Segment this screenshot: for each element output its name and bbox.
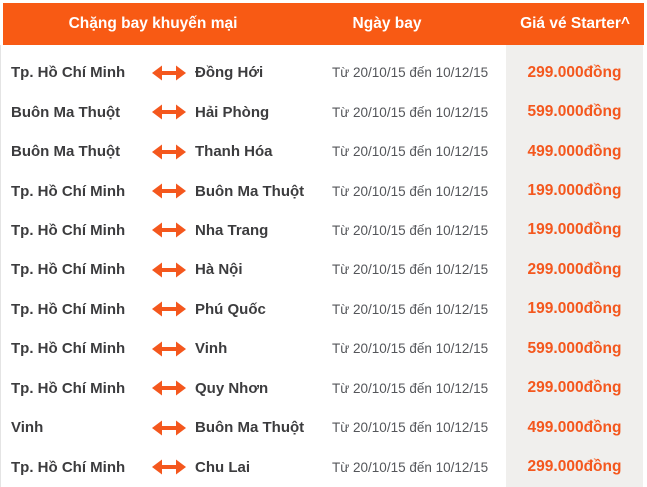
column-header-route: Chặng bay khuyến mại [68, 15, 238, 32]
origin-city: Tp. Hồ Chí Minh [11, 300, 126, 318]
table-row[interactable]: Buôn Ma Thuột Thanh Hóa Từ 20/10/15 đến … [0, 132, 647, 171]
travel-dates: Từ 20/10/15 đến 10/12/15 [332, 222, 489, 238]
travel-dates: Từ 20/10/15 đến 10/12/15 [332, 380, 489, 396]
fare-price: 199.000đồng [527, 221, 622, 239]
fare-price: 599.000đồng [527, 103, 622, 121]
table-left-border [0, 45, 1, 487]
origin-city: Tp. Hồ Chí Minh [11, 340, 126, 358]
origin-city: Tp. Hồ Chí Minh [11, 261, 126, 279]
destination-city: Quy Nhơn [195, 379, 269, 397]
table-row[interactable]: Tp. Hồ Chí Minh Đồng Hới Từ 20/10/15 đến… [0, 53, 647, 92]
travel-dates: Từ 20/10/15 đến 10/12/15 [332, 144, 489, 160]
destination-city: Thanh Hóa [195, 143, 273, 161]
origin-city: Tp. Hồ Chí Minh [11, 64, 126, 82]
destination-city: Buôn Ma Thuột [195, 182, 305, 200]
double-arrow-icon [145, 144, 192, 160]
travel-dates: Từ 20/10/15 đến 10/12/15 [332, 459, 489, 475]
fare-price: 199.000đồng [527, 300, 622, 318]
destination-city: Đồng Hới [195, 64, 264, 82]
table-row[interactable]: Buôn Ma Thuột Hải Phòng Từ 20/10/15 đến … [0, 92, 647, 131]
double-arrow-icon [145, 104, 192, 120]
travel-dates: Từ 20/10/15 đến 10/12/15 [332, 341, 489, 357]
table-row[interactable]: Tp. Hồ Chí Minh Vinh Từ 20/10/15 đến 10/… [0, 329, 647, 368]
double-arrow-icon [145, 222, 192, 238]
destination-city: Chu Lai [195, 458, 250, 476]
travel-dates: Từ 20/10/15 đến 10/12/15 [332, 183, 489, 199]
fare-price: 299.000đồng [527, 458, 622, 476]
table-row[interactable]: Tp. Hồ Chí Minh Chu Lai Từ 20/10/15 đến … [0, 447, 647, 486]
double-arrow-icon [145, 420, 192, 436]
origin-city: Tp. Hồ Chí Minh [11, 379, 126, 397]
fare-price: 299.000đồng [527, 379, 622, 397]
destination-city: Vinh [195, 340, 228, 358]
column-header-dates: Ngày bay [352, 15, 422, 32]
table-row[interactable]: Tp. Hồ Chí Minh Quy Nhơn Từ 20/10/15 đến… [0, 369, 647, 408]
fare-price: 299.000đồng [527, 260, 622, 278]
double-arrow-icon [145, 262, 192, 278]
column-header-price: Giá vé Starter^ [520, 15, 630, 32]
double-arrow-icon [145, 459, 192, 475]
double-arrow-icon [145, 380, 192, 396]
table-row[interactable]: Tp. Hồ Chí Minh Hà Nội Từ 20/10/15 đến 1… [0, 250, 647, 289]
fare-price: 499.000đồng [527, 142, 622, 160]
origin-city: Tp. Hồ Chí Minh [11, 221, 126, 239]
table-row[interactable]: Tp. Hồ Chí Minh Nha Trang Từ 20/10/15 đế… [0, 211, 647, 250]
double-arrow-icon [145, 341, 192, 357]
price-column-background [506, 45, 643, 487]
fare-price: 199.000đồng [527, 182, 622, 200]
destination-city: Hải Phòng [195, 103, 270, 121]
travel-dates: Từ 20/10/15 đến 10/12/15 [332, 262, 489, 278]
table-header: Chặng bay khuyến mại Ngày bay Giá vé Sta… [3, 3, 644, 45]
origin-city: Tp. Hồ Chí Minh [11, 182, 126, 200]
origin-city: Vinh [11, 419, 44, 437]
table-body: Tp. Hồ Chí Minh Đồng Hới Từ 20/10/15 đến… [0, 45, 647, 487]
fare-price: 299.000đồng [527, 63, 622, 81]
table-row[interactable]: Tp. Hồ Chí Minh Buôn Ma Thuột Từ 20/10/1… [0, 171, 647, 210]
origin-city: Buôn Ma Thuột [11, 143, 121, 161]
travel-dates: Từ 20/10/15 đến 10/12/15 [332, 420, 489, 436]
destination-city: Phú Quốc [195, 300, 266, 318]
travel-dates: Từ 20/10/15 đến 10/12/15 [332, 65, 489, 81]
fare-price: 599.000đồng [527, 339, 622, 357]
destination-city: Hà Nội [195, 261, 243, 279]
double-arrow-icon [145, 183, 192, 199]
origin-city: Tp. Hồ Chí Minh [11, 458, 126, 476]
destination-city: Buôn Ma Thuột [195, 419, 305, 437]
origin-city: Buôn Ma Thuột [11, 103, 121, 121]
table-row[interactable]: Tp. Hồ Chí Minh Phú Quốc Từ 20/10/15 đến… [0, 290, 647, 329]
double-arrow-icon [145, 65, 192, 81]
destination-city: Nha Trang [195, 221, 269, 239]
travel-dates: Từ 20/10/15 đến 10/12/15 [332, 104, 489, 120]
double-arrow-icon [145, 301, 192, 317]
travel-dates: Từ 20/10/15 đến 10/12/15 [332, 301, 489, 317]
table-row[interactable]: Vinh Buôn Ma Thuột Từ 20/10/15 đến 10/12… [0, 408, 647, 447]
fare-price: 499.000đồng [527, 418, 622, 436]
